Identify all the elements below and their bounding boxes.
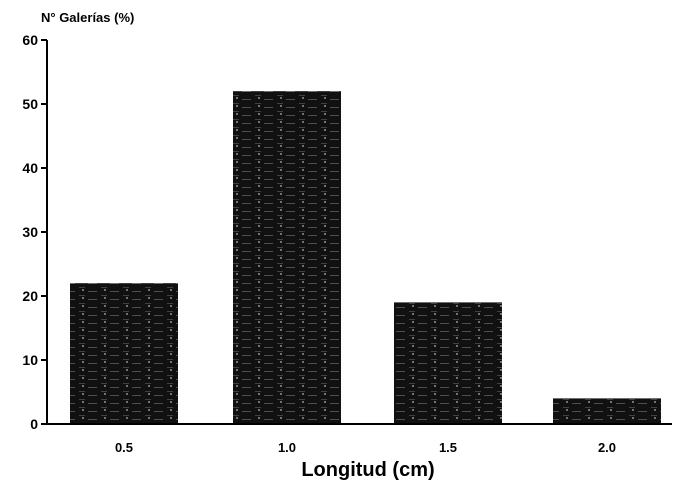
x-tick-label: 2.0: [598, 440, 616, 455]
bar-2-0: [553, 398, 661, 424]
x-tick-label: 1.5: [439, 440, 457, 455]
x-tick-label: 0.5: [115, 440, 133, 455]
y-axis-title: N° Galerías (%): [41, 10, 134, 25]
labels-layer: 0.5 1.0 1.5 2.0 0 10 20 30 40 50 60: [22, 32, 616, 455]
y-tick-label: 20: [22, 288, 38, 304]
bar-0-5: [70, 283, 178, 424]
bars-layer: [70, 91, 661, 424]
y-tick-label: 30: [22, 224, 38, 240]
axes-layer: [41, 39, 672, 425]
y-tick-label: 0: [30, 416, 38, 432]
y-tick-label: 10: [22, 352, 38, 368]
y-tick-label: 50: [22, 96, 38, 112]
y-tick-label: 60: [22, 32, 38, 48]
bar-1-0: [233, 91, 341, 424]
y-tick-label: 40: [22, 160, 38, 176]
x-axis-title: Longitud (cm): [301, 459, 434, 481]
x-tick-label: 1.0: [278, 440, 296, 455]
bar-1-5: [394, 302, 502, 424]
